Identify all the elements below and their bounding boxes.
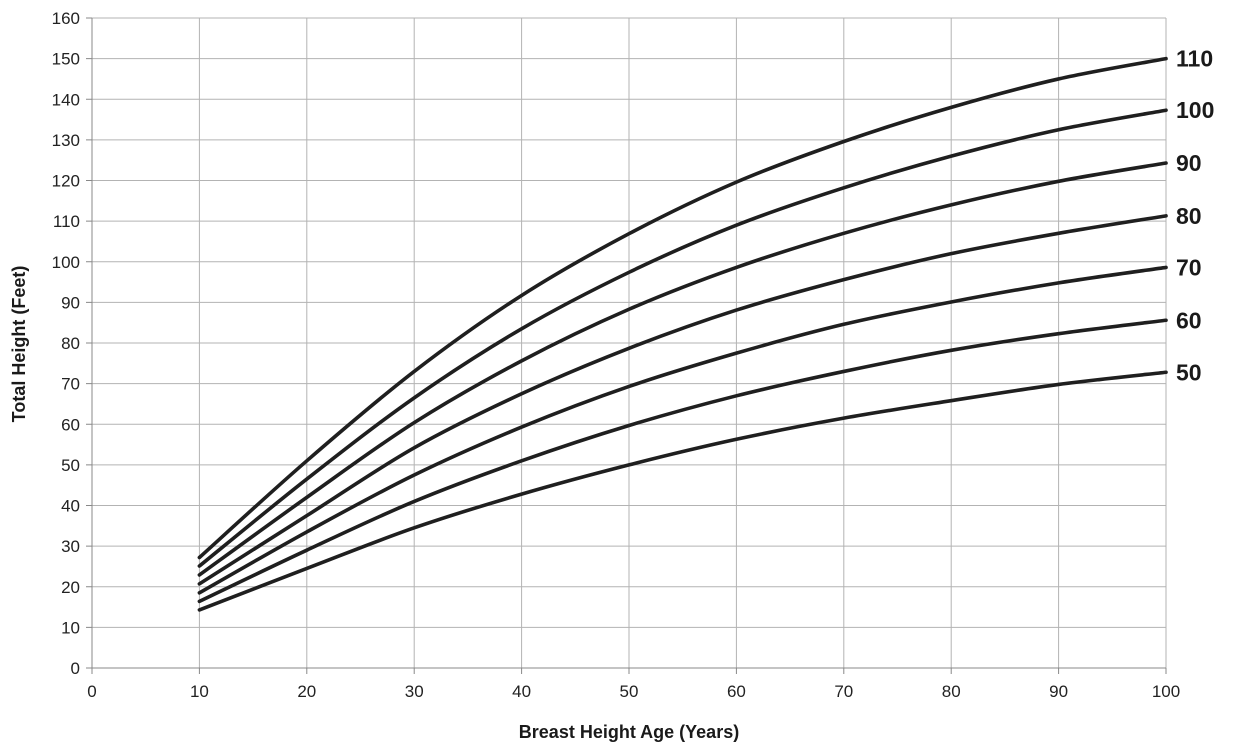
curve-site-index-110: [197, 56, 1168, 560]
curve-site-index-50: [197, 370, 1168, 612]
y-tick-label: 0: [71, 659, 80, 678]
y-tick-label: 40: [61, 497, 80, 516]
y-axis-title: Total Height (Feet): [9, 266, 29, 423]
curve-label-100: 100: [1176, 97, 1214, 123]
x-tick-label: 0: [87, 682, 96, 701]
y-tick-label: 110: [53, 212, 80, 231]
x-axis-title: Breast Height Age (Years): [519, 722, 739, 742]
y-tick-labels: 0 10 20 30 40 50 60 70 80 90 100 110 120 130 140 150 160: [52, 9, 80, 678]
curve-site-index-70: [197, 265, 1168, 595]
curve-label-80: 80: [1176, 203, 1202, 229]
curve-label-90: 90: [1176, 150, 1202, 176]
y-tick-label: 120: [52, 172, 80, 191]
y-tick-label: 70: [61, 375, 80, 394]
x-tick-label: 100: [1152, 682, 1180, 701]
x-tick-label: 30: [405, 682, 424, 701]
curve-site-index-90: [197, 161, 1168, 577]
x-tick-label: 40: [512, 682, 531, 701]
curve-label-110: 110: [1176, 46, 1213, 72]
y-tick-label: 160: [52, 9, 80, 28]
x-tick-label: 90: [1049, 682, 1068, 701]
curve-label-50: 50: [1176, 359, 1202, 385]
y-tick-label: 150: [52, 50, 80, 69]
y-tick-label: 50: [61, 456, 80, 475]
curve-site-index-60: [197, 318, 1168, 604]
curve-site-index-80: [197, 214, 1168, 586]
x-tick-label: 50: [620, 682, 639, 701]
x-tick-label: 80: [942, 682, 961, 701]
y-tick-label: 30: [61, 537, 80, 556]
curve-label-60: 60: [1176, 307, 1202, 333]
x-tick-label: 70: [834, 682, 853, 701]
curve-end-labels: 50 60 70 80 90 100 110: [1176, 46, 1214, 386]
site-index-curves: [197, 56, 1168, 612]
axes: [86, 17, 1167, 674]
y-tick-label: 60: [61, 415, 80, 434]
curve-site-index-100: [197, 108, 1168, 568]
x-tick-labels: 0 10 20 30 40 50 60 70 80 90 100: [87, 682, 1180, 701]
y-tick-label: 80: [61, 334, 80, 353]
y-tick-label: 10: [61, 618, 80, 637]
y-tick-label: 130: [52, 131, 80, 150]
x-tick-label: 20: [297, 682, 316, 701]
curve-label-70: 70: [1176, 254, 1202, 280]
y-tick-label: 140: [52, 90, 80, 109]
y-tick-label: 90: [61, 293, 80, 312]
x-tick-label: 10: [190, 682, 209, 701]
x-tick-label: 60: [727, 682, 746, 701]
y-tick-label: 100: [52, 253, 80, 272]
y-tick-label: 20: [61, 578, 80, 597]
